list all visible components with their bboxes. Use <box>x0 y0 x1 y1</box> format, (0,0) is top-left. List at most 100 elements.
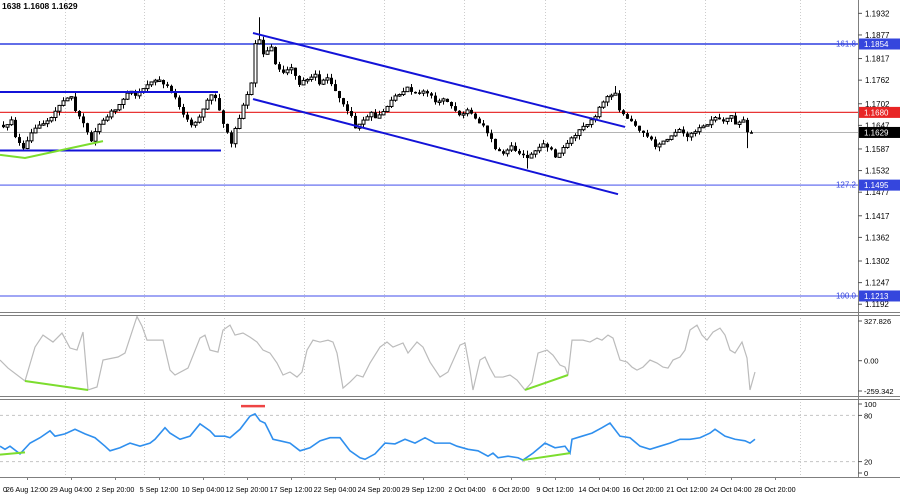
candle-down <box>214 94 217 99</box>
time-axis-label: 24 Oct 04:00 <box>710 485 751 494</box>
candle-up <box>441 98 446 102</box>
candle-up <box>737 121 742 125</box>
candle-down <box>90 132 93 142</box>
candle-down <box>498 149 501 152</box>
time-axis-label: 2 Oct 04:00 <box>448 485 485 494</box>
candle-up <box>597 106 602 118</box>
divergence-line-rsi[interactable] <box>0 451 26 456</box>
candle-down <box>82 116 85 124</box>
time-axis-label: 29 Sep 12:00 <box>402 485 445 494</box>
candle-down <box>190 119 193 126</box>
divergence-line-cci[interactable] <box>524 374 569 391</box>
candle-up <box>405 86 410 93</box>
candle-down <box>646 132 649 137</box>
candle-down <box>78 110 81 117</box>
cci-tick-label: 327.826 <box>864 317 891 326</box>
candle-down <box>174 91 177 98</box>
candle-up <box>313 73 318 78</box>
candle-up <box>289 67 294 71</box>
divergence-line-price[interactable] <box>0 140 104 160</box>
candle-down <box>178 97 181 107</box>
time-axis-label: 14 Oct 04:00 <box>578 485 619 494</box>
candle-up <box>25 140 30 150</box>
candle-up <box>109 110 114 118</box>
candle-down <box>546 143 549 148</box>
candle-up <box>577 129 582 137</box>
candle-up <box>465 109 470 115</box>
trendline-upper[interactable] <box>252 32 626 128</box>
candle-down <box>446 98 449 102</box>
time-axis[interactable]: 026 Aug 12:00 29 Aug 04:00 2 Sep 20:00 5 Se… <box>3 477 796 494</box>
candle-down <box>342 98 345 105</box>
candle-down <box>458 110 461 116</box>
trendline-lower[interactable] <box>252 98 619 196</box>
candle-down <box>218 98 221 111</box>
candle-up <box>381 111 386 116</box>
candle-up <box>257 39 262 45</box>
candle-down <box>18 137 21 143</box>
candle-up <box>609 94 614 98</box>
time-axis-label: 16 Oct 20:00 <box>622 485 663 494</box>
candle-down <box>554 149 557 158</box>
candle-down <box>134 91 137 96</box>
candle-up <box>705 124 710 127</box>
candles-layer <box>2 17 753 169</box>
candle-down <box>182 106 185 115</box>
candle-down <box>426 91 429 94</box>
candle-up <box>193 121 198 126</box>
candle-up <box>541 143 546 148</box>
candle-up <box>361 119 366 125</box>
candle-down <box>430 93 433 96</box>
candle-up <box>153 79 158 83</box>
candle-down <box>334 84 337 92</box>
candle-down <box>474 113 477 119</box>
price-badge-label-resistance: 1.1680 <box>864 108 889 117</box>
candle-up <box>253 43 258 84</box>
candle-up <box>397 94 402 97</box>
candle-up <box>461 113 466 116</box>
candle-up <box>105 116 110 121</box>
price-badge-fib-161 <box>859 38 900 50</box>
price-tick-label: 1.1302 <box>865 257 890 266</box>
candle-up <box>69 96 74 99</box>
candle-up <box>65 97 70 102</box>
candle-up <box>601 101 606 108</box>
candle-up <box>93 131 98 142</box>
time-axis-label: 10 Sep 04:00 <box>182 485 225 494</box>
rsi-tick-label: 20 <box>864 458 872 467</box>
time-axis-label: 29 Aug 04:00 <box>50 485 92 494</box>
candle-up <box>125 92 130 100</box>
candle-up <box>529 153 534 159</box>
candle-up <box>269 46 274 52</box>
rsi-panel <box>0 404 858 463</box>
panel-separator[interactable] <box>0 396 900 400</box>
divergence-line-rsi[interactable] <box>522 452 571 462</box>
candle-up <box>665 138 670 142</box>
candle-up <box>725 117 730 122</box>
time-axis-label: 6 Oct 20:00 <box>492 485 529 494</box>
candle-down <box>722 119 725 122</box>
candle-down <box>410 87 413 92</box>
candle-up <box>201 108 206 118</box>
time-axis-label: 12 Sep 20:00 <box>226 485 269 494</box>
candle-down <box>2 124 5 128</box>
candle-down <box>494 138 497 150</box>
candle-up <box>401 91 406 96</box>
price-badge-resistance <box>859 106 900 118</box>
time-axis-label: 17 Sep 12:00 <box>270 485 313 494</box>
candle-down <box>226 123 229 133</box>
price-badge-fib-100 <box>859 290 900 302</box>
candle-up <box>437 100 442 104</box>
candle-down <box>74 96 77 111</box>
divergence-line-cci[interactable] <box>24 380 89 391</box>
panel-separator[interactable] <box>0 312 900 316</box>
candle-up <box>709 119 714 126</box>
rsi-line <box>0 412 756 461</box>
price-tick-label: 1.1647 <box>865 121 890 130</box>
price-axis[interactable]: 1.1932 1.1877 1.1817 1.1762 1.1702 1.1647 1.15… <box>836 9 900 478</box>
candle-down <box>14 119 17 138</box>
candle-down <box>22 142 25 149</box>
candle-up <box>265 50 270 55</box>
